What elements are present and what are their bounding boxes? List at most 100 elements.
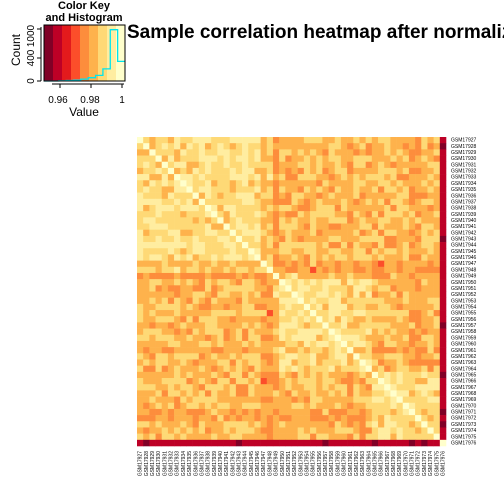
heatmap-cell [439, 186, 447, 193]
column-label: GSM17976 [440, 451, 446, 477]
heatmap-cell [211, 427, 218, 434]
heatmap-cell [204, 260, 212, 268]
heatmap-cell [402, 439, 410, 447]
heatmap-cell [279, 204, 286, 212]
heatmap-cell [192, 322, 200, 329]
heatmap-cell [211, 229, 218, 237]
heatmap-cell [192, 186, 200, 193]
heatmap-cell [291, 427, 298, 434]
heatmap-cell [186, 143, 193, 150]
heatmap-cell [223, 285, 230, 292]
heatmap-cell [408, 310, 416, 317]
row-label: GSM17946 [451, 255, 477, 261]
row-label: GSM17970 [451, 403, 477, 409]
heatmap-cell [359, 322, 366, 329]
heatmap-cell [396, 303, 404, 311]
heatmap-cell [396, 421, 404, 428]
heatmap-cell [260, 371, 268, 379]
heatmap-cell [297, 192, 305, 200]
heatmap-cell [285, 390, 292, 397]
heatmap-cell [143, 353, 150, 360]
heatmap-cell [433, 223, 441, 230]
heatmap-cell [260, 415, 268, 422]
heatmap-cell [143, 149, 150, 156]
heatmap-cell [310, 328, 317, 336]
heatmap-cell [347, 266, 354, 274]
heatmap-cell [365, 186, 373, 193]
heatmap-cell [427, 439, 434, 447]
heatmap-cell [340, 198, 348, 206]
heatmap-cell [260, 149, 268, 156]
heatmap-cell [378, 161, 385, 169]
heatmap-cell [254, 198, 261, 206]
heatmap-cell [285, 248, 292, 255]
heatmap-cell [254, 291, 261, 298]
heatmap-cell [248, 390, 255, 397]
heatmap-cell [254, 347, 261, 354]
heatmap-cell [303, 433, 311, 441]
heatmap-cell [340, 186, 348, 193]
heatmap-cell [322, 229, 329, 237]
heatmap-cell [229, 137, 237, 144]
heatmap-cell [322, 378, 329, 385]
heatmap-cell [155, 340, 163, 348]
heatmap-cell [161, 186, 169, 193]
heatmap-cell [161, 334, 169, 342]
heatmap-cell [303, 229, 311, 237]
heatmap-cell [291, 415, 298, 422]
heatmap-cell [408, 174, 416, 181]
heatmap-cell [174, 396, 181, 404]
heatmap-cell [316, 378, 323, 385]
heatmap-cell [180, 242, 187, 249]
heatmap-cell [137, 155, 144, 163]
heatmap-cell [439, 396, 447, 404]
heatmap-cell [353, 266, 360, 274]
heatmap-cell [439, 316, 447, 323]
column-label: GSM17930 [156, 451, 162, 477]
column-label: GSM17945 [249, 451, 255, 477]
heatmap-cell [415, 378, 422, 385]
heatmap-cell [155, 143, 163, 150]
heatmap-cell [223, 353, 230, 360]
column-label: GSM17961 [348, 451, 354, 477]
heatmap-cell [340, 421, 348, 428]
heatmap-cell [279, 143, 286, 150]
heatmap-cell [334, 340, 342, 348]
heatmap-cell [198, 427, 206, 434]
heatmap-cell [217, 402, 224, 410]
heatmap-cell [167, 402, 175, 410]
heatmap-cell [254, 211, 261, 218]
heatmap-cell [248, 415, 255, 422]
heatmap-cell [334, 303, 342, 311]
heatmap-cell [402, 390, 410, 397]
heatmap-cell [310, 180, 317, 187]
heatmap-cell [297, 248, 305, 255]
heatmap-cell [328, 303, 336, 311]
heatmap-cell [310, 310, 317, 317]
heatmap-cell [149, 167, 156, 175]
heatmap-cell [229, 211, 237, 218]
heatmap-cell [198, 303, 206, 311]
heatmap-cell [217, 229, 224, 237]
heatmap-cell [161, 439, 169, 447]
heatmap-cell [161, 415, 169, 422]
heatmap-cell [402, 167, 410, 175]
heatmap-cell [427, 266, 434, 274]
heatmap-cell [223, 390, 230, 397]
heatmap-cell [316, 279, 323, 286]
heatmap-cell [235, 439, 243, 447]
heatmap-cell [155, 328, 163, 336]
heatmap-cell [371, 334, 379, 342]
heatmap-cell [402, 316, 410, 323]
heatmap-cell [340, 242, 348, 249]
heatmap-cell [180, 217, 187, 224]
heatmap-cell [402, 384, 410, 391]
heatmap-cell [143, 322, 150, 329]
heatmap-cell [143, 316, 150, 323]
heatmap-cell [371, 155, 379, 163]
heatmap-cell [211, 248, 218, 255]
heatmap-cell [439, 180, 447, 187]
heatmap-cell [242, 266, 249, 274]
heatmap-cell [408, 229, 416, 237]
heatmap-cell [248, 174, 255, 181]
